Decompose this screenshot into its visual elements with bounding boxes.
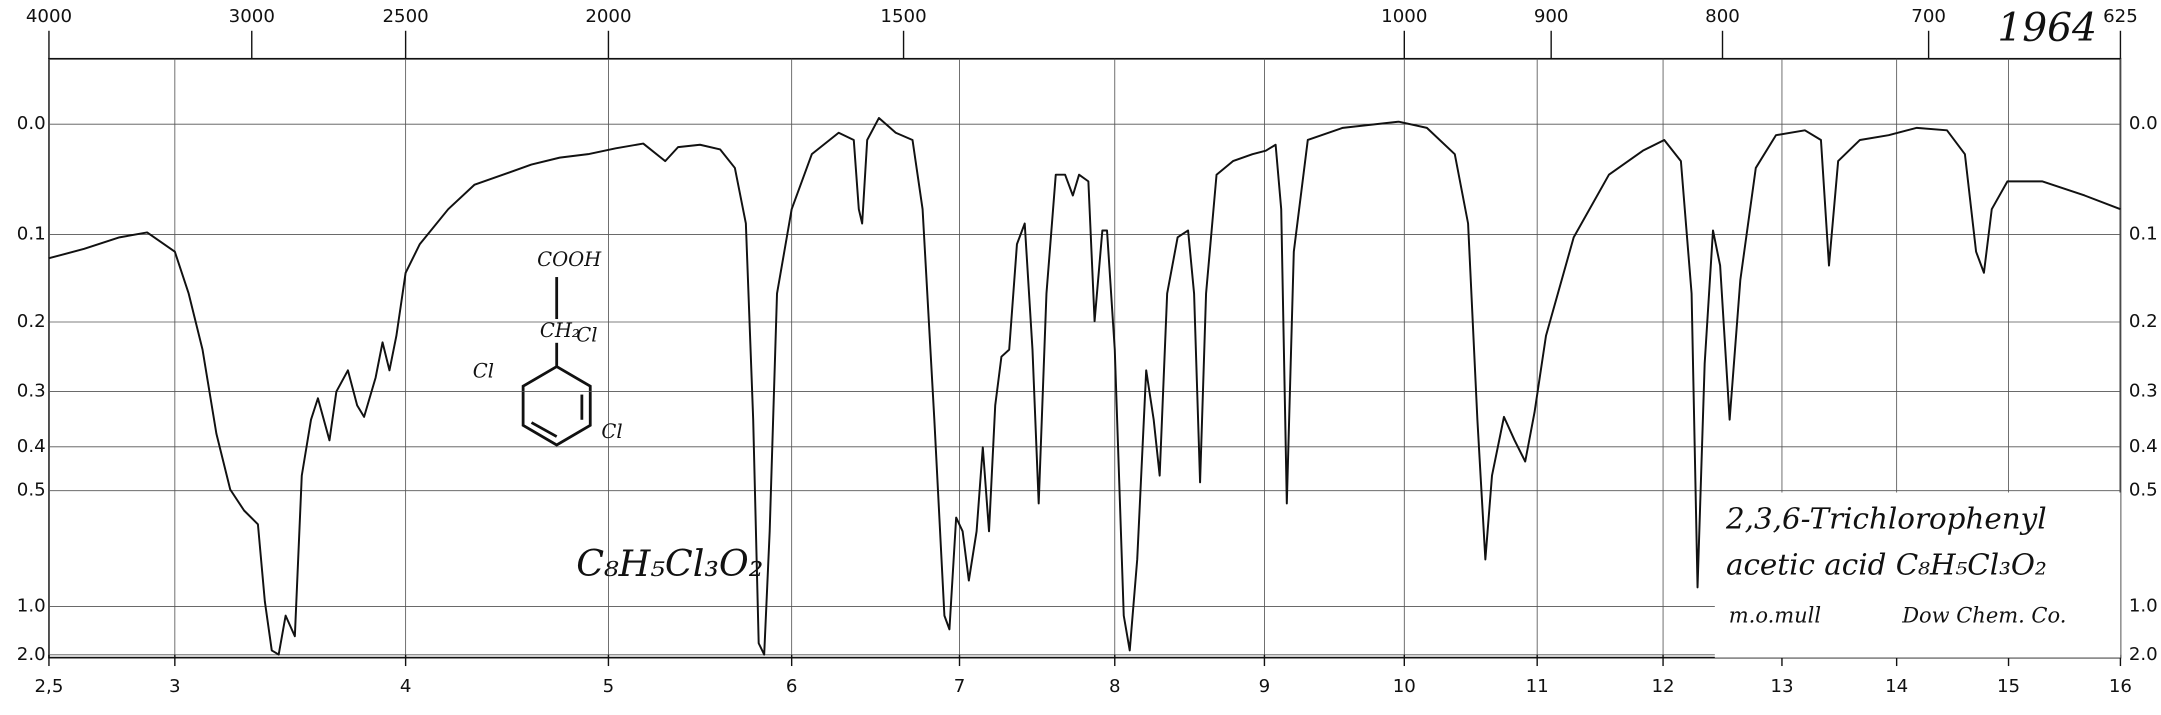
annotation: CH₂ — [540, 319, 580, 342]
x-tick-label: 15 — [1997, 676, 2020, 697]
y2-tick-label: 1.0 — [2129, 596, 2158, 617]
y-tick-label: 2.0 — [17, 644, 46, 665]
x-tick-label: 16 — [2109, 676, 2132, 697]
y-tick-label: 0.5 — [17, 480, 46, 501]
x2-tick-label: 1000 — [1381, 6, 1427, 27]
x-tick-label: 3 — [169, 676, 181, 697]
y-tick-label: 0.4 — [17, 436, 46, 457]
y-tick-label: 0.3 — [17, 381, 46, 402]
x-tick-label: 10 — [1393, 676, 1416, 697]
annotation: 1964 — [1997, 6, 2097, 51]
annotation: acetic acid C₈H₅Cl₃O₂ — [1726, 548, 2047, 582]
label-box — [1714, 492, 2121, 658]
y2-tick-label: 2.0 — [2129, 644, 2158, 665]
annotation: Cl — [601, 420, 622, 443]
y2-tick-label: 0.0 — [2129, 113, 2158, 134]
x2-tick-label: 4000 — [26, 6, 72, 27]
x-tick-label: 2,5 — [35, 676, 64, 697]
y2-tick-label: 0.1 — [2129, 223, 2158, 244]
annotation: C₈H₅Cl₃O₂ — [576, 542, 763, 585]
x-tick-label: 8 — [1109, 676, 1121, 697]
x2-tick-label: 2500 — [383, 6, 429, 27]
y2-tick-label: 0.5 — [2129, 480, 2158, 501]
x2-tick-label: 3000 — [229, 6, 275, 27]
x2-tick-label: 1500 — [880, 6, 926, 27]
annotation: 2,3,6-Trichlorophenyl — [1725, 502, 2047, 536]
annotation: Dow Chem. Co. — [1901, 604, 2066, 628]
x2-tick-label: 900 — [1534, 6, 1569, 27]
y-tick-label: 0.1 — [17, 223, 46, 244]
x2-tick-label: 800 — [1705, 6, 1740, 27]
y-tick-label: 0.2 — [17, 311, 46, 332]
benzene-ring — [521, 364, 592, 447]
x-tick-label: 5 — [603, 676, 615, 697]
x2-tick-label: 700 — [1911, 6, 1946, 27]
x-tick-label: 7 — [954, 676, 966, 697]
y2-tick-label: 0.2 — [2129, 311, 2158, 332]
annotation: COOH — [537, 248, 602, 271]
spectrum-line — [48, 116, 2121, 656]
y2-tick-label: 0.4 — [2129, 436, 2158, 457]
y-tick-label: 1.0 — [17, 596, 46, 617]
x-tick-label: 6 — [786, 676, 798, 697]
x-tick-label: 9 — [1259, 676, 1271, 697]
annotation: m.o.mull — [1729, 604, 1821, 628]
x2-tick-label: 2000 — [585, 6, 631, 27]
x-tick-label: 14 — [1885, 676, 1908, 697]
ring-bond — [530, 421, 558, 438]
annotation: Cl — [576, 323, 597, 346]
x-tick-label: 11 — [1526, 676, 1549, 697]
y2-tick-label: 0.3 — [2129, 381, 2158, 402]
annotation: Cl — [473, 360, 494, 383]
x-tick-label: 13 — [1770, 676, 1793, 697]
x-tick-label: 12 — [1652, 676, 1675, 697]
x-tick-label: 4 — [400, 676, 412, 697]
y-tick-label: 0.0 — [17, 113, 46, 134]
structure — [521, 277, 592, 447]
x2-tick-label: 625 — [2103, 6, 2138, 27]
